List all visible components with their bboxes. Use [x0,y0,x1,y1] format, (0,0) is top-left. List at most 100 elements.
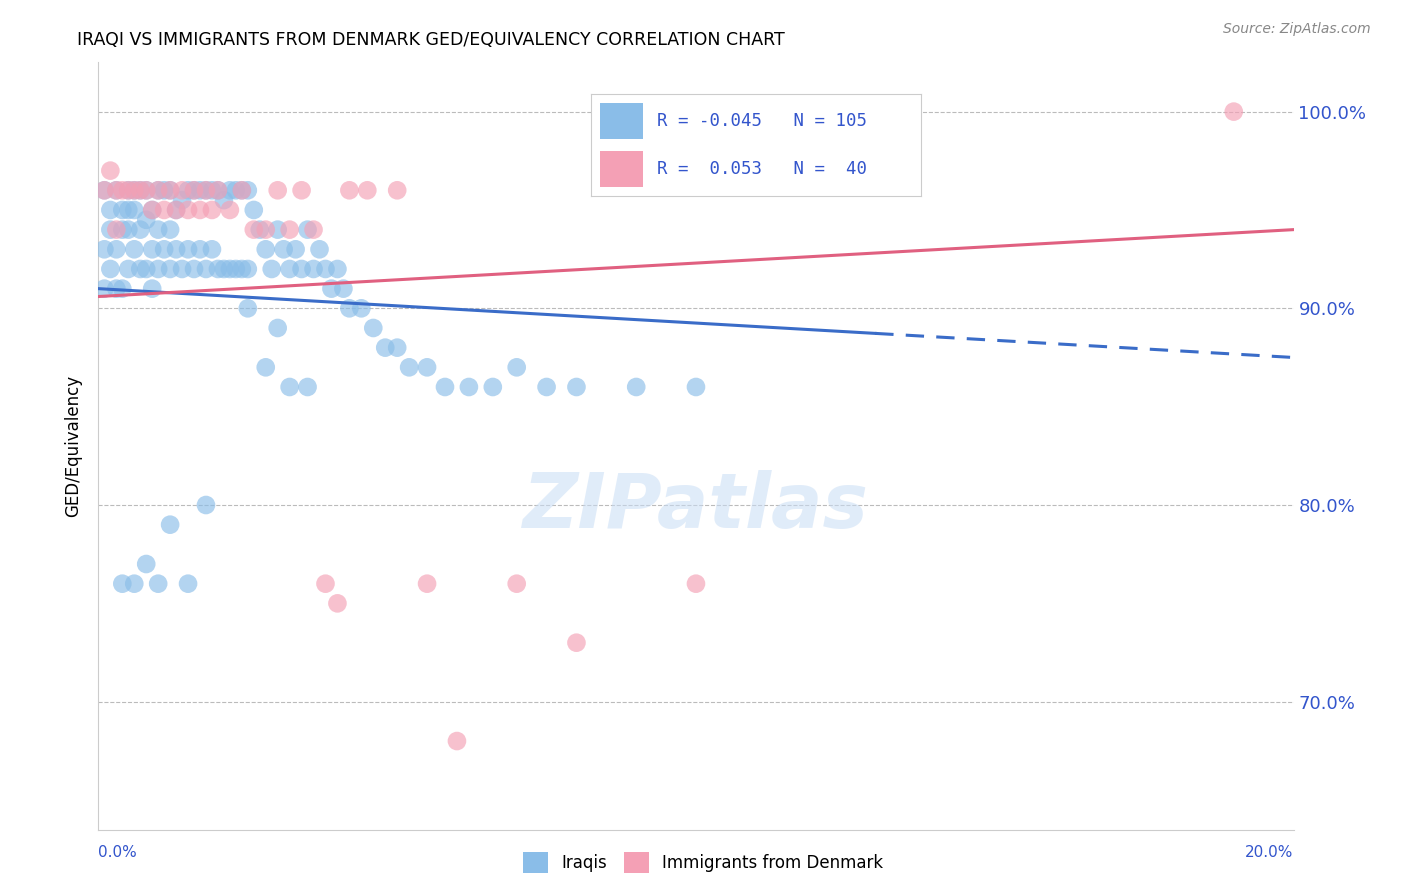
Point [458,380,481,394]
Point [1223,104,1246,119]
Point [260,262,283,277]
Point [165,202,187,217]
Point [177,576,200,591]
Point [267,222,290,236]
Point [188,242,211,256]
Point [124,183,146,197]
Point [207,262,229,277]
Text: 20.0%: 20.0% [1246,846,1294,860]
Point [231,262,253,277]
Point [626,380,648,394]
Point [195,498,218,512]
Point [183,183,205,197]
Point [506,576,529,591]
Point [565,636,588,650]
Point [315,262,337,277]
Point [326,262,349,277]
Point [117,262,139,277]
Point [141,202,163,217]
Point [350,301,373,316]
Point [195,183,218,197]
Point [207,183,229,197]
Point [148,222,170,236]
Point [446,734,468,748]
Point [141,282,163,296]
Point [565,380,588,394]
Point [129,262,152,277]
Point [188,183,211,197]
Point [385,341,409,355]
Point [124,576,146,591]
Legend: Iraqis, Immigrants from Denmark: Iraqis, Immigrants from Denmark [516,846,890,880]
Point [326,596,349,610]
Point [219,183,242,197]
Point [278,222,301,236]
Point [135,212,157,227]
Point [195,262,218,277]
Point [93,183,115,197]
Point [308,242,330,256]
Point [105,183,128,197]
Point [302,262,325,277]
Point [159,517,181,532]
Point [267,321,290,335]
Point [105,242,128,256]
Point [212,193,235,207]
Point [111,183,134,197]
Point [254,360,277,375]
Point [249,222,271,236]
Point [172,193,194,207]
Point [302,222,325,236]
Point [278,380,301,394]
Point [278,262,301,277]
Point [165,202,187,217]
Point [165,242,187,256]
Text: IRAQI VS IMMIGRANTS FROM DENMARK GED/EQUIVALENCY CORRELATION CHART: IRAQI VS IMMIGRANTS FROM DENMARK GED/EQU… [77,31,785,49]
Point [339,301,361,316]
Point [284,242,307,256]
Bar [600,103,644,139]
Point [172,262,194,277]
Point [231,183,253,197]
Point [117,222,139,236]
Point [207,183,229,197]
Point [153,183,176,197]
Point [129,183,152,197]
Point [135,183,157,197]
Point [236,262,259,277]
Point [124,202,146,217]
Point [177,202,200,217]
Point [416,360,439,375]
Point [159,262,181,277]
Point [374,341,396,355]
Point [111,222,134,236]
Point [363,321,385,335]
Point [536,380,558,394]
Point [111,576,134,591]
Point [148,262,170,277]
Point [254,222,277,236]
Point [201,242,224,256]
Point [111,202,134,217]
Point [105,222,128,236]
Point [254,242,277,256]
Point [219,262,242,277]
Point [129,222,152,236]
Point [434,380,457,394]
Point [177,242,200,256]
Point [183,262,205,277]
Point [159,183,181,197]
Point [111,282,134,296]
Point [117,202,139,217]
Point [297,222,319,236]
Point [398,360,420,375]
Point [482,380,505,394]
Point [172,183,194,197]
Point [236,183,259,197]
Point [685,380,707,394]
Point [129,183,152,197]
Text: R =  0.053   N =  40: R = 0.053 N = 40 [657,160,866,178]
Point [153,202,176,217]
Point [225,183,247,197]
Point [98,262,122,277]
